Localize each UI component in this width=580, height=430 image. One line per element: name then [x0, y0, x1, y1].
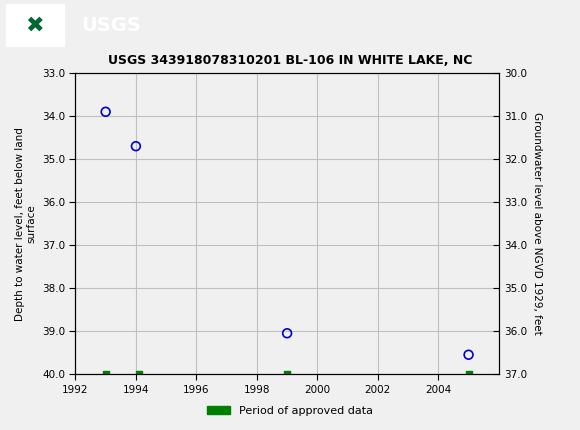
Legend: Period of approved data: Period of approved data: [203, 401, 377, 420]
Point: [134, 371, 143, 378]
Text: ✖: ✖: [26, 16, 44, 36]
Point: [464, 351, 473, 358]
Text: USGS 343918078310201 BL-106 IN WHITE LAKE, NC: USGS 343918078310201 BL-106 IN WHITE LAK…: [108, 54, 472, 67]
Bar: [6, 4, 64, 46]
Point: [101, 371, 110, 378]
Point: [464, 371, 473, 378]
Point: [101, 108, 110, 115]
Point: [282, 371, 292, 378]
Y-axis label: Groundwater level above NGVD 1929, feet: Groundwater level above NGVD 1929, feet: [532, 112, 542, 335]
Point: [131, 143, 140, 150]
Text: USGS: USGS: [81, 16, 141, 35]
Y-axis label: Depth to water level, feet below land
surface: Depth to water level, feet below land su…: [14, 127, 37, 320]
Point: [282, 330, 292, 337]
